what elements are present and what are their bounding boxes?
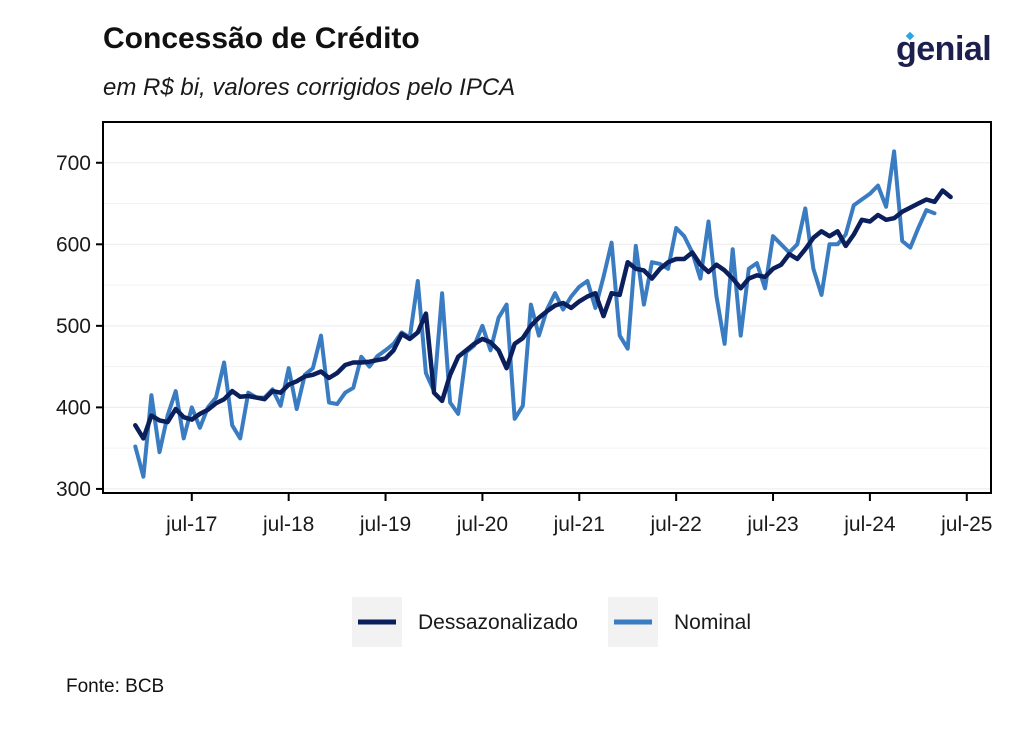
legend-label: Dessazonalizado bbox=[418, 611, 578, 634]
legend: Dessazonalizado Nominal bbox=[352, 597, 751, 647]
chart-title: Concessão de Crédito bbox=[103, 22, 420, 55]
x-tick-label: jul-24 bbox=[843, 513, 896, 536]
y-tick-label: 300 bbox=[56, 478, 91, 501]
x-tick-label: jul-18 bbox=[262, 513, 314, 536]
x-tick-label: jul-17 bbox=[165, 513, 217, 536]
x-tick-label: jul-23 bbox=[746, 513, 798, 536]
y-tick-label: 500 bbox=[56, 315, 91, 338]
plot-border bbox=[102, 121, 992, 494]
series-line-nominal bbox=[133, 149, 937, 479]
grid-lines bbox=[103, 162, 991, 490]
x-tick-label: jul-22 bbox=[649, 513, 701, 536]
x-tick-label: jul-21 bbox=[553, 513, 605, 536]
y-tick-label: 700 bbox=[56, 152, 91, 175]
source-note: Fonte: BCB bbox=[66, 676, 165, 697]
x-tick-label: jul-19 bbox=[359, 513, 411, 536]
y-tick-label: 600 bbox=[56, 233, 91, 256]
x-tick-label: jul-25 bbox=[940, 513, 992, 536]
series-lines bbox=[133, 149, 953, 479]
x-tick-label: jul-20 bbox=[456, 513, 508, 536]
series-line-dessazonalizado bbox=[133, 188, 953, 441]
x-axis: jul-17 jul-18 jul-19 jul-20 jul-21 jul-22 jul-… bbox=[165, 493, 992, 536]
y-axis: 300 400 500 600 700 bbox=[56, 152, 103, 501]
y-tick-label: 400 bbox=[56, 396, 91, 419]
chart-subtitle: em R$ bi, valores corrigidos pelo IPCA bbox=[103, 74, 516, 101]
legend-label: Nominal bbox=[674, 611, 751, 634]
